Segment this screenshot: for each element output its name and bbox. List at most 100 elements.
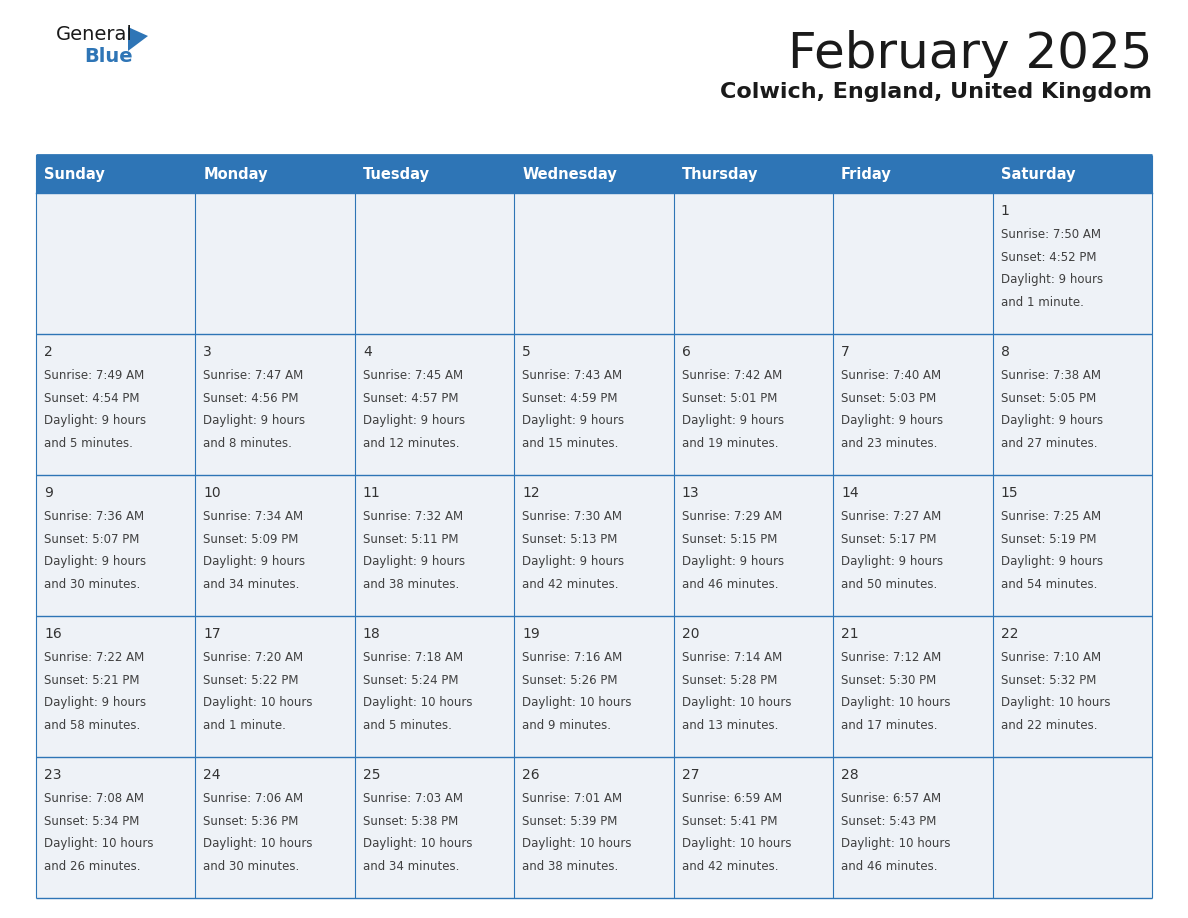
Text: Daylight: 9 hours: Daylight: 9 hours xyxy=(203,414,305,428)
Text: Daylight: 9 hours: Daylight: 9 hours xyxy=(682,555,784,568)
Text: Sunset: 5:39 PM: Sunset: 5:39 PM xyxy=(523,815,618,828)
Text: Daylight: 10 hours: Daylight: 10 hours xyxy=(682,697,791,710)
Bar xyxy=(196,155,355,193)
Text: Daylight: 9 hours: Daylight: 9 hours xyxy=(362,414,465,428)
Text: 21: 21 xyxy=(841,627,859,642)
Bar xyxy=(992,757,1152,898)
Text: and 42 minutes.: and 42 minutes. xyxy=(523,578,619,591)
Text: 4: 4 xyxy=(362,345,372,359)
Text: Daylight: 10 hours: Daylight: 10 hours xyxy=(841,837,950,850)
Bar xyxy=(674,475,833,616)
Text: 24: 24 xyxy=(203,768,221,782)
Text: Daylight: 9 hours: Daylight: 9 hours xyxy=(1000,414,1102,428)
Bar xyxy=(674,616,833,757)
Bar xyxy=(674,155,833,193)
Text: 2: 2 xyxy=(44,345,52,359)
Text: Daylight: 10 hours: Daylight: 10 hours xyxy=(841,697,950,710)
Text: 9: 9 xyxy=(44,487,52,500)
Text: and 34 minutes.: and 34 minutes. xyxy=(362,860,460,873)
Text: and 34 minutes.: and 34 minutes. xyxy=(203,578,299,591)
Text: Sunset: 5:21 PM: Sunset: 5:21 PM xyxy=(44,674,139,687)
Bar xyxy=(514,193,674,334)
Text: 20: 20 xyxy=(682,627,700,642)
Text: 22: 22 xyxy=(1000,627,1018,642)
Text: Sunrise: 7:14 AM: Sunrise: 7:14 AM xyxy=(682,651,782,665)
Text: and 46 minutes.: and 46 minutes. xyxy=(682,578,778,591)
Text: and 12 minutes.: and 12 minutes. xyxy=(362,437,460,450)
Bar xyxy=(514,757,674,898)
Bar xyxy=(674,757,833,898)
Text: 11: 11 xyxy=(362,487,380,500)
Text: 1: 1 xyxy=(1000,205,1010,218)
Text: Sunrise: 7:18 AM: Sunrise: 7:18 AM xyxy=(362,651,463,665)
Text: and 30 minutes.: and 30 minutes. xyxy=(44,578,140,591)
Text: Blue: Blue xyxy=(84,47,133,66)
Text: and 22 minutes.: and 22 minutes. xyxy=(1000,719,1097,732)
Text: Sunset: 5:32 PM: Sunset: 5:32 PM xyxy=(1000,674,1095,687)
Text: Daylight: 10 hours: Daylight: 10 hours xyxy=(203,697,312,710)
Text: Daylight: 9 hours: Daylight: 9 hours xyxy=(44,555,146,568)
Text: Daylight: 9 hours: Daylight: 9 hours xyxy=(44,414,146,428)
Text: Monday: Monday xyxy=(203,166,268,182)
Bar xyxy=(992,334,1152,475)
Text: Daylight: 9 hours: Daylight: 9 hours xyxy=(203,555,305,568)
Text: Daylight: 9 hours: Daylight: 9 hours xyxy=(682,414,784,428)
Text: Daylight: 10 hours: Daylight: 10 hours xyxy=(682,837,791,850)
Text: 15: 15 xyxy=(1000,487,1018,500)
Text: and 54 minutes.: and 54 minutes. xyxy=(1000,578,1097,591)
Bar xyxy=(833,155,992,193)
Bar xyxy=(355,616,514,757)
Text: Sunset: 4:57 PM: Sunset: 4:57 PM xyxy=(362,392,459,405)
Bar xyxy=(355,334,514,475)
Text: February 2025: February 2025 xyxy=(788,30,1152,78)
Text: Sunrise: 7:45 AM: Sunrise: 7:45 AM xyxy=(362,369,463,382)
Bar xyxy=(514,616,674,757)
Text: Daylight: 10 hours: Daylight: 10 hours xyxy=(1000,697,1110,710)
Text: Thursday: Thursday xyxy=(682,166,758,182)
Text: Sunrise: 7:42 AM: Sunrise: 7:42 AM xyxy=(682,369,782,382)
Text: and 42 minutes.: and 42 minutes. xyxy=(682,860,778,873)
Text: 26: 26 xyxy=(523,768,539,782)
Bar xyxy=(992,616,1152,757)
Text: Sunrise: 7:50 AM: Sunrise: 7:50 AM xyxy=(1000,229,1100,241)
Text: 27: 27 xyxy=(682,768,700,782)
Bar xyxy=(355,193,514,334)
Text: Sunrise: 7:36 AM: Sunrise: 7:36 AM xyxy=(44,510,144,523)
Text: 17: 17 xyxy=(203,627,221,642)
Text: and 19 minutes.: and 19 minutes. xyxy=(682,437,778,450)
Text: Sunset: 5:07 PM: Sunset: 5:07 PM xyxy=(44,532,139,546)
Text: and 50 minutes.: and 50 minutes. xyxy=(841,578,937,591)
Text: Colwich, England, United Kingdom: Colwich, England, United Kingdom xyxy=(720,82,1152,102)
Text: Sunrise: 7:43 AM: Sunrise: 7:43 AM xyxy=(523,369,623,382)
Text: and 23 minutes.: and 23 minutes. xyxy=(841,437,937,450)
Text: and 27 minutes.: and 27 minutes. xyxy=(1000,437,1097,450)
Bar xyxy=(355,155,514,193)
Bar xyxy=(196,475,355,616)
Text: and 38 minutes.: and 38 minutes. xyxy=(523,860,619,873)
Text: Tuesday: Tuesday xyxy=(362,166,430,182)
Text: Sunrise: 7:29 AM: Sunrise: 7:29 AM xyxy=(682,510,782,523)
Text: Sunset: 5:05 PM: Sunset: 5:05 PM xyxy=(1000,392,1095,405)
Text: 7: 7 xyxy=(841,345,849,359)
Bar xyxy=(514,475,674,616)
Text: Sunset: 4:52 PM: Sunset: 4:52 PM xyxy=(1000,251,1097,263)
Bar xyxy=(833,475,992,616)
Bar xyxy=(674,334,833,475)
Text: Daylight: 9 hours: Daylight: 9 hours xyxy=(523,414,625,428)
Bar xyxy=(833,757,992,898)
Text: 5: 5 xyxy=(523,345,531,359)
Text: Sunset: 5:38 PM: Sunset: 5:38 PM xyxy=(362,815,459,828)
Text: 16: 16 xyxy=(44,627,62,642)
Text: Sunset: 5:15 PM: Sunset: 5:15 PM xyxy=(682,532,777,546)
Text: General: General xyxy=(56,25,133,44)
Text: Sunset: 5:43 PM: Sunset: 5:43 PM xyxy=(841,815,936,828)
Text: Sunrise: 7:03 AM: Sunrise: 7:03 AM xyxy=(362,792,463,805)
Text: Daylight: 9 hours: Daylight: 9 hours xyxy=(841,555,943,568)
Text: and 13 minutes.: and 13 minutes. xyxy=(682,719,778,732)
Text: Sunrise: 7:01 AM: Sunrise: 7:01 AM xyxy=(523,792,623,805)
Bar xyxy=(674,193,833,334)
Bar xyxy=(514,155,674,193)
Text: Sunset: 5:24 PM: Sunset: 5:24 PM xyxy=(362,674,459,687)
Text: 6: 6 xyxy=(682,345,690,359)
Text: Daylight: 10 hours: Daylight: 10 hours xyxy=(362,837,473,850)
